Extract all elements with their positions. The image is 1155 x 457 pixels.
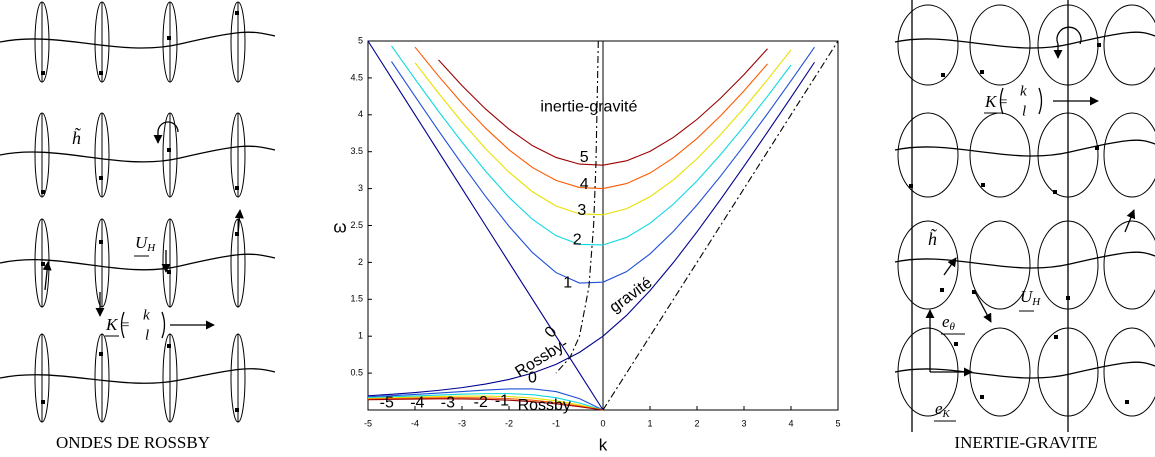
basis-symbol: e bbox=[942, 312, 950, 331]
curve bbox=[391, 46, 815, 284]
curve-label: -3 bbox=[441, 395, 455, 412]
y-tick-label: 1.5 bbox=[350, 294, 363, 304]
curve-label: -4 bbox=[410, 395, 424, 412]
curve-label: 4 bbox=[580, 176, 589, 193]
x-tick-label: 0 bbox=[600, 418, 605, 428]
basis-label: eK bbox=[935, 399, 951, 420]
curve bbox=[391, 45, 792, 246]
curve bbox=[414, 49, 792, 216]
curve-label: -1 bbox=[495, 392, 509, 409]
curve bbox=[367, 397, 604, 411]
velocity-label: UH bbox=[135, 233, 156, 254]
curve-label: 2 bbox=[573, 231, 582, 248]
wavevector-component: k bbox=[1020, 83, 1027, 99]
x-tick-label: -4 bbox=[411, 418, 419, 428]
curve bbox=[438, 48, 768, 166]
velocity-label: UH bbox=[1020, 287, 1041, 308]
velocity-subscript: H bbox=[146, 242, 156, 254]
x-tick-label: 2 bbox=[694, 418, 699, 428]
wavevector-component: l bbox=[145, 327, 149, 343]
curve bbox=[367, 398, 604, 411]
inertia-gravity-diagram: K = k l h̃ UH eθ eK INERTIE-GRAVITE bbox=[894, 0, 1155, 452]
y-tick-label: 5 bbox=[358, 35, 363, 45]
annotation: Rossby- bbox=[512, 335, 571, 381]
curve bbox=[414, 46, 768, 190]
wavevector-component: k bbox=[143, 307, 150, 323]
velocity-symbol: U bbox=[1020, 287, 1034, 306]
curve-label: 3 bbox=[577, 202, 586, 219]
x-tick-label: -1 bbox=[552, 418, 560, 428]
y-tick-label: 3.5 bbox=[350, 146, 363, 156]
curve bbox=[367, 393, 604, 411]
basis-label: eθ bbox=[942, 312, 956, 333]
basis-subscript: K bbox=[942, 408, 951, 420]
y-axis-label: ω bbox=[333, 217, 346, 236]
curve-label: 0 bbox=[528, 369, 537, 386]
basis-symbol: e bbox=[935, 399, 943, 418]
curve bbox=[602, 40, 839, 411]
caption: ONDES DE ROSSBY bbox=[56, 433, 210, 452]
x-tick-label: 5 bbox=[835, 418, 840, 428]
wavevector-relation: = bbox=[121, 317, 129, 333]
x-tick-label: 3 bbox=[741, 418, 746, 428]
wave-height-label: h̃ bbox=[72, 128, 82, 149]
curve-label: -5 bbox=[380, 395, 394, 412]
wavevector-symbol: K bbox=[105, 315, 119, 334]
wave-height-label: h̃ bbox=[928, 229, 938, 250]
x-tick-label: -3 bbox=[458, 418, 466, 428]
wavevector-component: l bbox=[1022, 103, 1026, 119]
velocity-symbol: U bbox=[135, 233, 149, 252]
y-tick-label: 2.5 bbox=[350, 220, 363, 230]
curve bbox=[555, 40, 599, 374]
y-tick-label: 0.5 bbox=[350, 367, 363, 377]
x-tick-label: -5 bbox=[364, 418, 372, 428]
y-tick-label: 2 bbox=[358, 257, 363, 267]
curve bbox=[367, 395, 604, 411]
y-tick-label: 1 bbox=[358, 331, 363, 341]
annotation: inertie-gravité bbox=[540, 99, 637, 116]
wavevector-relation: = bbox=[999, 94, 1007, 110]
curve bbox=[367, 388, 604, 411]
caption: INERTIE-GRAVITE bbox=[954, 433, 1097, 452]
y-tick-label: 4 bbox=[358, 109, 363, 119]
rossby-diagram: h̃ UH K = k l ONDES DE ROSSBY bbox=[0, 1, 276, 452]
curve-label: 1 bbox=[563, 274, 572, 291]
curve bbox=[367, 40, 604, 411]
basis-subscript: θ bbox=[950, 321, 956, 333]
dispersion-chart: ω k -5 -4 -3 -2 -1 0 1 2 3 4 5 0.5 1 1.5 2 2.5 3 3.5 4 4.5 5… bbox=[333, 35, 840, 454]
x-tick-label: -2 bbox=[505, 418, 513, 428]
annotation: Rossby bbox=[518, 397, 571, 414]
curve-label: -2 bbox=[474, 394, 488, 411]
curve-label: 5 bbox=[580, 149, 589, 166]
x-axis-label: k bbox=[599, 435, 608, 454]
wavevector-symbol: K bbox=[984, 92, 998, 111]
y-tick-label: 3 bbox=[358, 183, 363, 193]
curve bbox=[367, 61, 815, 397]
x-tick-label: 4 bbox=[788, 418, 793, 428]
velocity-subscript: H bbox=[1031, 296, 1041, 308]
y-tick-label: 4.5 bbox=[350, 72, 363, 82]
x-tick-label: 1 bbox=[647, 418, 652, 428]
